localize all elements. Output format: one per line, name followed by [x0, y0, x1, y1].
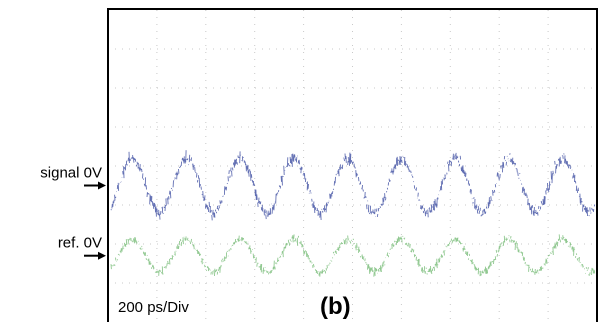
ground-label: signal 0V [40, 165, 102, 182]
trace-signal [110, 150, 596, 221]
trace-noise-band [110, 234, 596, 277]
ground-label: ref. 0V [58, 235, 102, 252]
arrow-head-icon [98, 181, 106, 190]
timebase-label: 200 ps/Div [118, 299, 189, 316]
panel-label: (b) [320, 293, 351, 320]
ground-marker-signal: signal 0V [40, 165, 106, 190]
grid [108, 10, 597, 322]
trace-noise-band [110, 150, 596, 221]
ground-marker-ref: ref. 0V [58, 235, 106, 260]
trace-ref [110, 234, 596, 277]
arrow-head-icon [98, 251, 106, 260]
ground-markers: signal 0V ref. 0V [40, 165, 106, 260]
traces [110, 150, 596, 277]
